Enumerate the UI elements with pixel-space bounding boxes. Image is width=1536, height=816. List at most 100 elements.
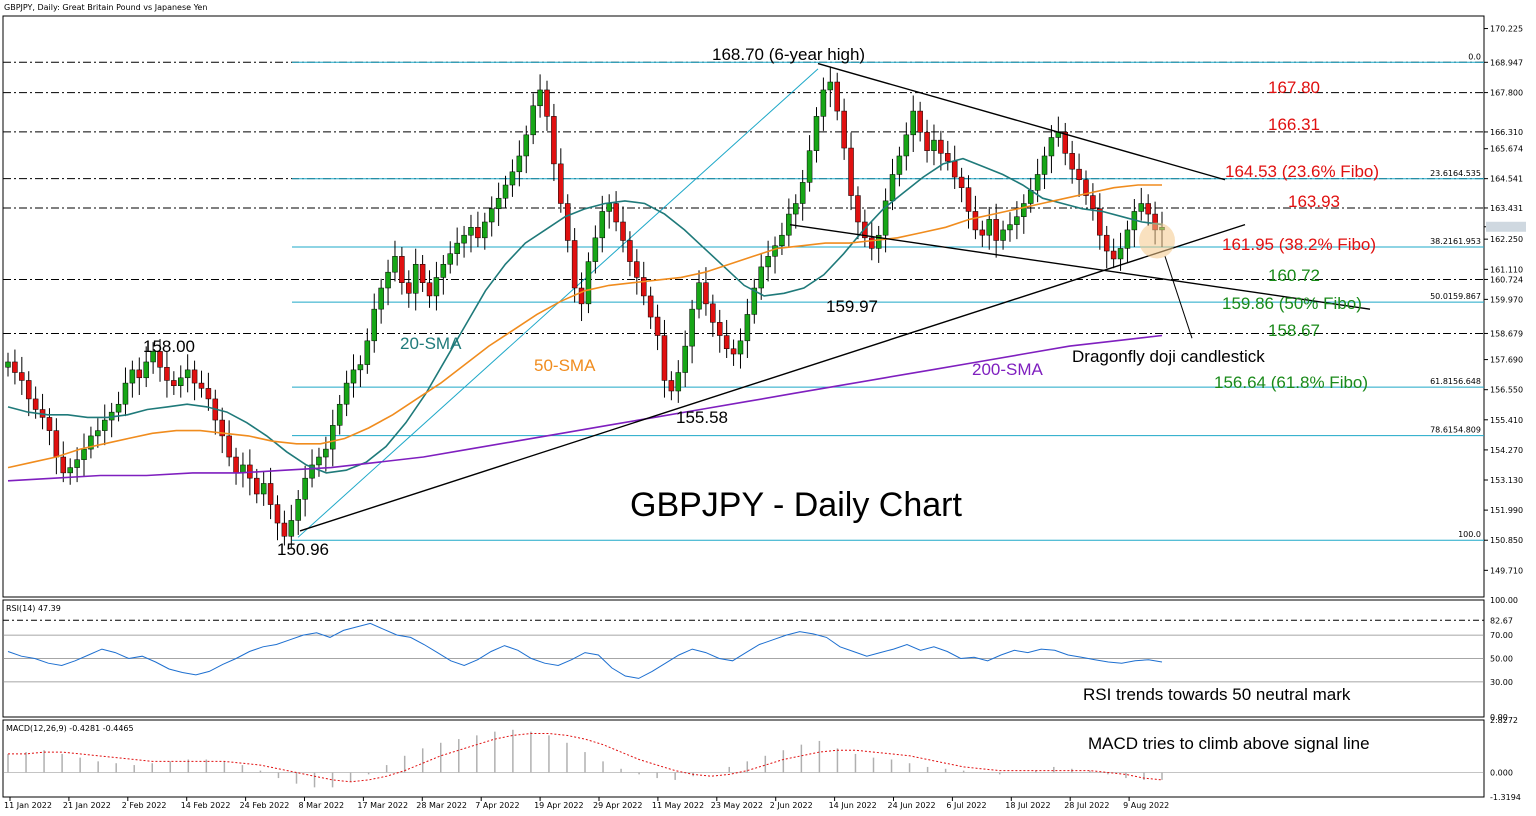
macd-title: MACD(12,26,9) -0.4281 -0.4465 xyxy=(6,724,134,733)
annotation-label: 158.00 xyxy=(143,337,195,356)
fibo-level-label: 61.8156.648 xyxy=(1430,377,1481,386)
price-tick-label: 158.679 xyxy=(1490,329,1523,338)
candle-body xyxy=(813,116,820,151)
candle-body xyxy=(81,448,87,460)
candle-body xyxy=(558,163,564,204)
price-tick-label: 157.690 xyxy=(1490,356,1523,365)
candle-body xyxy=(178,377,184,386)
candle-body xyxy=(509,171,516,186)
macd-panel-frame xyxy=(2,719,1485,798)
date-tick-label: 14 Jun 2022 xyxy=(829,801,877,810)
candle-body xyxy=(627,240,633,262)
price-tick-label: 160.724 xyxy=(1490,275,1523,284)
candle-body xyxy=(433,277,440,297)
candle-body xyxy=(371,308,377,342)
date-tick-label: 28 Mar 2022 xyxy=(416,801,467,810)
candle-body xyxy=(399,256,405,283)
candle-body xyxy=(392,256,398,273)
candle-body xyxy=(1145,203,1151,215)
candle-body xyxy=(191,369,198,384)
upper-trendline xyxy=(817,62,1226,181)
price-tick-label: 165.674 xyxy=(1490,145,1523,154)
price-tick-label: 150.850 xyxy=(1490,536,1523,545)
candle-body xyxy=(274,504,281,524)
candle-body xyxy=(799,182,806,204)
candle-body xyxy=(945,153,951,162)
candle-body xyxy=(343,382,350,405)
price-tick-label: 159.970 xyxy=(1490,295,1523,304)
date-tick-label: 6 Jul 2022 xyxy=(946,801,986,810)
candle-body xyxy=(689,308,695,347)
rsi-line xyxy=(7,622,1163,679)
annotation-label: 155.58 xyxy=(676,408,728,427)
rsi-tick-label: 30.00 xyxy=(1490,678,1513,687)
candle-body xyxy=(585,261,592,305)
candle-body xyxy=(378,287,384,310)
macd-tick-label: 2.8272 xyxy=(1490,716,1518,725)
candle-body xyxy=(972,211,979,231)
candle-body xyxy=(1124,229,1131,249)
candle-body xyxy=(820,89,827,117)
candle-body xyxy=(364,340,371,365)
candle-body xyxy=(240,464,246,474)
price-tick-label: 156.550 xyxy=(1490,386,1523,395)
candle-body xyxy=(129,369,136,384)
candle-body xyxy=(1007,224,1013,231)
lower-trendline xyxy=(789,223,1371,310)
annotation-label: 158.67 xyxy=(1268,321,1320,340)
candle-body xyxy=(882,200,889,236)
candle-body xyxy=(1117,248,1124,260)
candle-body xyxy=(620,221,626,241)
candle-body xyxy=(661,335,668,381)
candle-body xyxy=(288,520,295,537)
candle-body xyxy=(654,316,661,336)
candle-body xyxy=(855,195,861,223)
annotation-label: 200-SMA xyxy=(972,360,1044,379)
candle-body xyxy=(634,261,640,278)
macd-tick-label: 0.000 xyxy=(1490,768,1513,777)
candle-body xyxy=(461,234,467,244)
candle-body xyxy=(53,430,60,458)
candle-body xyxy=(454,242,460,254)
date-tick-label: 19 Apr 2022 xyxy=(534,801,583,810)
candle-body xyxy=(703,282,709,305)
candle-body xyxy=(875,234,882,249)
candle-body xyxy=(765,256,771,268)
candle-body xyxy=(599,211,606,239)
support-trendline xyxy=(299,223,1246,532)
candle-body xyxy=(336,403,343,426)
candle-body xyxy=(19,372,25,381)
candle-body xyxy=(869,237,875,249)
price-tick-label: 164.541 xyxy=(1490,175,1523,184)
candle-body xyxy=(751,287,758,315)
candle-body xyxy=(1076,168,1082,180)
price-tick-label: 161.110 xyxy=(1490,265,1523,274)
candle-body xyxy=(675,372,682,392)
candle-body xyxy=(710,303,716,323)
candle-body xyxy=(198,382,205,389)
candle-body xyxy=(640,277,647,297)
candle-body xyxy=(495,197,502,210)
candle-body xyxy=(834,81,840,112)
macd-tick-label: -1.3194 xyxy=(1490,793,1521,802)
candle-body xyxy=(523,134,530,157)
annotation-label: 164.53 (23.6% Fibo) xyxy=(1225,162,1379,181)
candle-body xyxy=(1090,195,1096,210)
candle-body xyxy=(682,345,688,373)
annotation-label: 168.70 (6-year high) xyxy=(712,45,865,64)
main-panel-frame xyxy=(2,15,1485,598)
candle-body xyxy=(74,459,80,468)
candle-body xyxy=(924,131,930,151)
candle-body xyxy=(143,361,149,379)
candle-body xyxy=(350,369,357,384)
candle-body xyxy=(544,89,550,117)
candle-body xyxy=(88,435,94,450)
candle-body xyxy=(1069,153,1075,170)
candle-body xyxy=(426,282,433,297)
date-tick-label: 2 Jun 2022 xyxy=(770,801,813,810)
price-tick-label: 166.310 xyxy=(1490,128,1523,137)
candle-body xyxy=(537,89,543,107)
candle-body xyxy=(488,208,495,223)
candle-body xyxy=(205,388,212,400)
